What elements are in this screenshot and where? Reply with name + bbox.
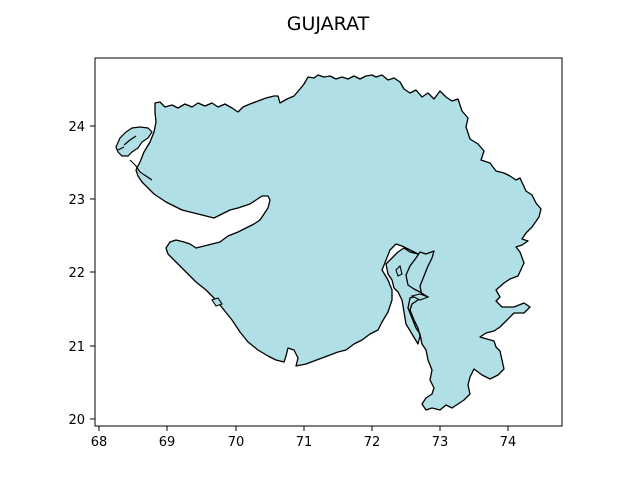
kutch-coast-islands (115, 126, 153, 157)
y-tick-label: 21 (68, 340, 85, 355)
x-tick-label: 73 (432, 435, 449, 450)
x-tick-label: 68 (91, 435, 108, 450)
island-small-2 (410, 293, 430, 301)
y-tick-label: 24 (68, 120, 85, 135)
x-tick-label: 69 (159, 435, 176, 450)
y-tick-label: 22 (68, 266, 85, 281)
kutch-coast-detail (117, 135, 153, 181)
island-small-3 (395, 264, 403, 277)
x-tick-label: 72 (364, 435, 381, 450)
x-axis: 68 69 70 71 72 73 74 (91, 426, 517, 450)
island-small-1 (211, 297, 223, 307)
y-axis: 20 21 22 23 24 (68, 120, 95, 428)
map-title: GUJARAT (287, 13, 370, 35)
plot-frame (94, 57, 563, 427)
x-tick-label: 71 (296, 435, 313, 450)
x-tick-label: 74 (500, 435, 517, 450)
y-tick-label: 23 (68, 193, 85, 208)
gujarat-state-shape (135, 74, 542, 411)
x-tick-label: 70 (228, 435, 245, 450)
y-tick-label: 20 (68, 413, 85, 428)
